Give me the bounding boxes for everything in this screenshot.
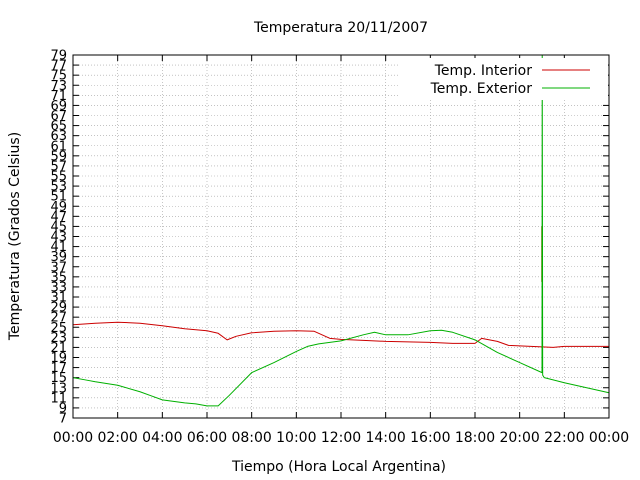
x-axis-label: Tiempo (Hora Local Argentina) (231, 459, 446, 475)
y-axis-label: Temperatura (Grados Celsius) (7, 132, 23, 341)
y-tick-label: 29 (50, 301, 67, 316)
series-line-exterior (72, 54, 610, 407)
x-tick-label: 18:00 (455, 430, 495, 446)
y-tick-label: 17 (50, 361, 67, 376)
x-tick-label: 08:00 (231, 430, 271, 446)
series-line-interior (72, 321, 609, 348)
y-tick-label: 79 (50, 49, 67, 64)
y-tick-label: 63 (50, 129, 67, 144)
y-tick-label: 13 (50, 381, 67, 396)
y-tick-label: 47 (50, 210, 67, 225)
y-tick-label: 49 (50, 200, 67, 215)
y-tick-label: 35 (50, 270, 67, 285)
y-tick-label: 33 (50, 280, 67, 295)
y-tick-label: 15 (50, 371, 67, 386)
x-tick-label: 10:00 (276, 430, 316, 446)
x-tick-label: 02:00 (97, 430, 137, 446)
x-tick-label: 12:00 (321, 430, 361, 446)
y-tick-label: 27 (50, 311, 67, 326)
y-tick-label: 21 (50, 341, 67, 356)
y-tick-label: 53 (50, 180, 67, 195)
x-tick-label: 00:00 (53, 430, 93, 446)
x-tick-label: 22:00 (544, 430, 584, 446)
y-tick-label: 69 (50, 99, 67, 114)
y-tick-label: 9 (59, 401, 67, 416)
legend-label-interior: Temp. Interior (434, 63, 533, 79)
y-tick-label: 37 (50, 260, 67, 275)
x-tick-label: 14:00 (365, 430, 405, 446)
y-tick-label: 11 (50, 391, 67, 406)
y-tick-label: 65 (50, 119, 67, 134)
y-tick-label: 43 (50, 230, 67, 245)
y-tick-label: 71 (50, 89, 67, 104)
y-tick-label: 19 (50, 351, 67, 366)
y-tick-label: 7 (59, 412, 67, 427)
y-tick-label: 67 (50, 109, 67, 124)
x-tick-labels: 00:00 02:00 04:00 06:00 08:00 10:00 12:00 14:00… (53, 430, 629, 446)
y-tick-label: 61 (50, 139, 67, 154)
x-tick-label: 16:00 (410, 430, 450, 446)
y-tick-label: 25 (50, 321, 67, 336)
y-tick-label: 45 (50, 220, 67, 235)
y-tick-label: 59 (50, 149, 67, 164)
legend-box (398, 58, 608, 100)
x-tick-label: 06:00 (187, 430, 227, 446)
grid (73, 55, 609, 418)
y-tick-label: 41 (50, 240, 67, 255)
x-tick-label: 04:00 (142, 430, 182, 446)
plot-border (72, 54, 610, 419)
y-tick-labels: 7911131517192123252729313335373941434547… (50, 49, 67, 427)
y-tick-label: 57 (50, 159, 67, 174)
y-tick-label: 73 (50, 79, 67, 94)
legend-label-exterior: Temp. Exterior (430, 81, 533, 97)
x-tick-label: 00:00 (589, 430, 629, 446)
legend: Temp. Interior Temp. Exterior (398, 58, 608, 100)
series-lines (72, 54, 610, 407)
x-tick-label: 20:00 (499, 430, 539, 446)
y-tick-label: 39 (50, 250, 67, 265)
y-tick-label: 75 (50, 69, 67, 84)
y-tick-label: 31 (50, 291, 67, 306)
y-tick-label: 51 (50, 190, 67, 205)
y-tick-label: 77 (50, 59, 67, 74)
y-tick-label: 55 (50, 170, 67, 185)
y-tick-label: 23 (50, 331, 67, 346)
chart-title: Temperatura 20/11/2007 (253, 20, 428, 36)
